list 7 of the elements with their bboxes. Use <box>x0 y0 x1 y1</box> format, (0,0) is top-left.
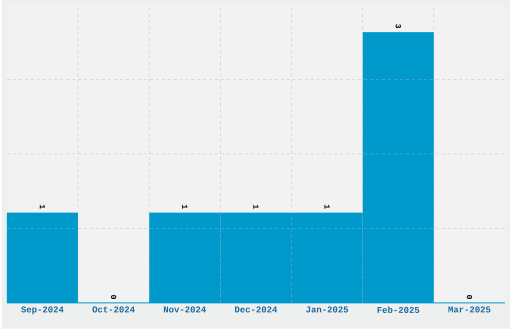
x-tick-label: Mar-2025 <box>448 306 490 313</box>
x-tick-label: Feb-2025 <box>378 306 420 314</box>
x-tick-label: Sep-2024 <box>21 306 64 314</box>
x-tick-label: Dec-2024 <box>235 306 278 313</box>
x-tick-label: Nov-2024 <box>164 306 206 313</box>
x-tick-label: Jan-2025 <box>306 306 348 313</box>
x-tick-label: Oct-2024 <box>92 306 135 313</box>
